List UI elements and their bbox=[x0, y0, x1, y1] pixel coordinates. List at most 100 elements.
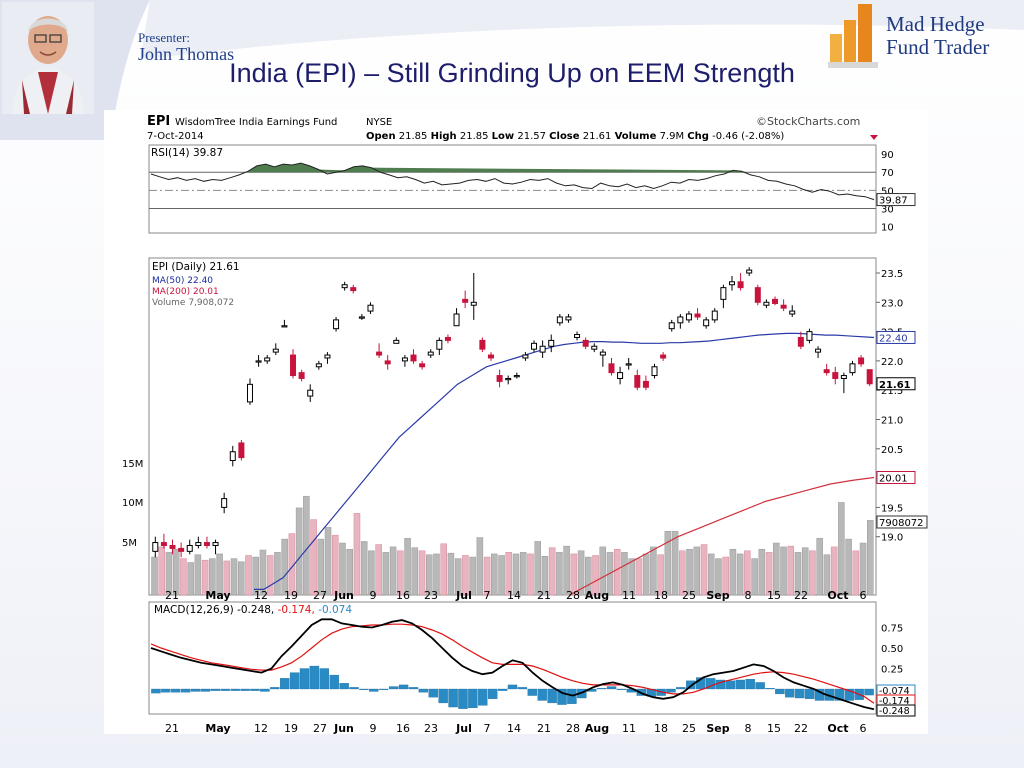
macd-hist-tag: -0.074 bbox=[879, 686, 910, 697]
price-legend-epi: EPI (Daily) 21.61 bbox=[152, 261, 240, 273]
candle-body bbox=[608, 363, 615, 374]
bar-chart-logo-icon bbox=[828, 4, 878, 68]
volume-bar bbox=[411, 547, 419, 596]
volume-value-tag-box bbox=[876, 515, 928, 529]
volume-bar bbox=[476, 537, 484, 596]
volume-bar bbox=[679, 550, 686, 596]
macd-histogram-bar bbox=[478, 688, 488, 706]
candle-body bbox=[255, 360, 262, 363]
macd-x-axis-label: 18 bbox=[654, 722, 668, 734]
ma200-value-tag: 20.01 bbox=[879, 474, 908, 485]
volume-bar bbox=[165, 552, 173, 596]
price-tick-label: 20.5 bbox=[881, 445, 903, 456]
macd-histogram-bar bbox=[359, 688, 369, 690]
candle-body bbox=[797, 336, 804, 347]
price-x-axis-label: May bbox=[205, 589, 230, 602]
macd-x-axis-label: 16 bbox=[396, 722, 410, 734]
macd-histogram-bar bbox=[755, 682, 765, 690]
volume-label: Volume bbox=[615, 131, 657, 142]
open-value: 21.85 bbox=[399, 131, 428, 142]
candle-body bbox=[186, 544, 193, 552]
volume-bar bbox=[650, 546, 657, 596]
presenter-name: John Thomas bbox=[138, 44, 235, 64]
volume-bar bbox=[498, 555, 505, 596]
x-axis-layer: 21 May 12 19 27 Jun 9 16 23 Jul 7 14 21 28 Aug 11 18 25 Se… bbox=[165, 589, 867, 735]
volume-bar bbox=[295, 507, 303, 596]
candle-body bbox=[384, 360, 391, 365]
volume-bar bbox=[722, 556, 729, 596]
volume-bar bbox=[324, 527, 332, 596]
candle-body bbox=[367, 304, 374, 312]
volume-bar bbox=[454, 558, 462, 596]
volume-bar bbox=[151, 556, 158, 596]
candle-body bbox=[376, 351, 383, 356]
price-x-axis-label: Oct bbox=[827, 589, 848, 602]
candle-body bbox=[565, 316, 572, 321]
volume-bar bbox=[758, 548, 766, 596]
price-tick-label: 19.5 bbox=[881, 503, 903, 514]
candle-body bbox=[651, 366, 658, 377]
candle-body bbox=[617, 372, 624, 379]
macd-x-axis-label: Sep bbox=[706, 722, 729, 734]
volume-bar bbox=[216, 553, 223, 596]
low-label: Low bbox=[492, 131, 514, 142]
price-x-axis-label: 19 bbox=[284, 589, 298, 602]
macd-histogram-bar bbox=[171, 688, 181, 693]
candle-body bbox=[307, 389, 314, 397]
volume-bar bbox=[736, 553, 744, 596]
macd-histogram-bar bbox=[220, 688, 230, 691]
candle-body bbox=[660, 354, 667, 359]
macd-x-axis-label: 27 bbox=[313, 722, 327, 734]
candle-body bbox=[272, 348, 279, 353]
macd-histogram-bar bbox=[260, 688, 270, 692]
logo-line-1: Mad Hedge bbox=[886, 12, 985, 36]
last-close-tag-box bbox=[876, 377, 916, 391]
candle-body bbox=[763, 301, 770, 306]
low-value: 21.57 bbox=[517, 131, 546, 142]
volume-axis-label: 15M bbox=[122, 459, 143, 470]
macd-histogram-bar bbox=[795, 688, 805, 699]
price-x-axis-label: Sep bbox=[706, 589, 729, 602]
volume-bar bbox=[664, 531, 672, 596]
volume-bar bbox=[577, 550, 585, 596]
volume-value-tag: 7908072 bbox=[879, 518, 924, 529]
volume-bar bbox=[332, 534, 339, 596]
macd-histogram-bar bbox=[369, 688, 379, 692]
rsi-value-label: 39.87 bbox=[879, 196, 908, 207]
price-x-axis-label: 23 bbox=[424, 589, 438, 602]
chart-date: 7-Oct-2014 bbox=[147, 131, 204, 142]
candle-body bbox=[625, 363, 632, 366]
volume-bar bbox=[440, 543, 447, 596]
candle-body bbox=[410, 354, 417, 362]
volume-bar bbox=[773, 542, 780, 596]
price-x-axis-label: Jun bbox=[333, 589, 354, 602]
macd-histogram-bar bbox=[438, 688, 448, 704]
candle-body bbox=[772, 298, 779, 304]
presenter-label: Presenter: bbox=[138, 30, 190, 45]
candle-body bbox=[195, 542, 202, 546]
volume-bar bbox=[447, 552, 455, 596]
macd-histogram-bar bbox=[210, 688, 221, 691]
macd-histogram-bar bbox=[686, 680, 696, 690]
macd-histogram-bar bbox=[180, 688, 191, 693]
candle-body bbox=[574, 334, 581, 338]
candle-body bbox=[436, 339, 443, 350]
candle-body bbox=[152, 542, 159, 552]
rsi-value-box bbox=[876, 193, 916, 207]
candle-body bbox=[341, 284, 348, 289]
candle-body bbox=[737, 281, 744, 289]
volume-bar bbox=[548, 547, 556, 596]
volume-bar bbox=[563, 545, 570, 596]
macd-histogram-bar bbox=[468, 688, 478, 709]
candle-body bbox=[419, 363, 426, 368]
rsi-legend: RSI(14) 39.87 bbox=[151, 147, 223, 159]
candle-body bbox=[677, 316, 684, 324]
ma50-value-tag-box bbox=[876, 330, 916, 344]
candle-body bbox=[462, 298, 469, 303]
macd-histogram-bar bbox=[527, 688, 538, 696]
macd-histogram-bar bbox=[557, 688, 567, 705]
macd-x-axis-label: 12 bbox=[254, 722, 268, 734]
volume-bar bbox=[245, 555, 252, 596]
volume-bar bbox=[744, 550, 751, 596]
volume-bar bbox=[534, 541, 541, 596]
